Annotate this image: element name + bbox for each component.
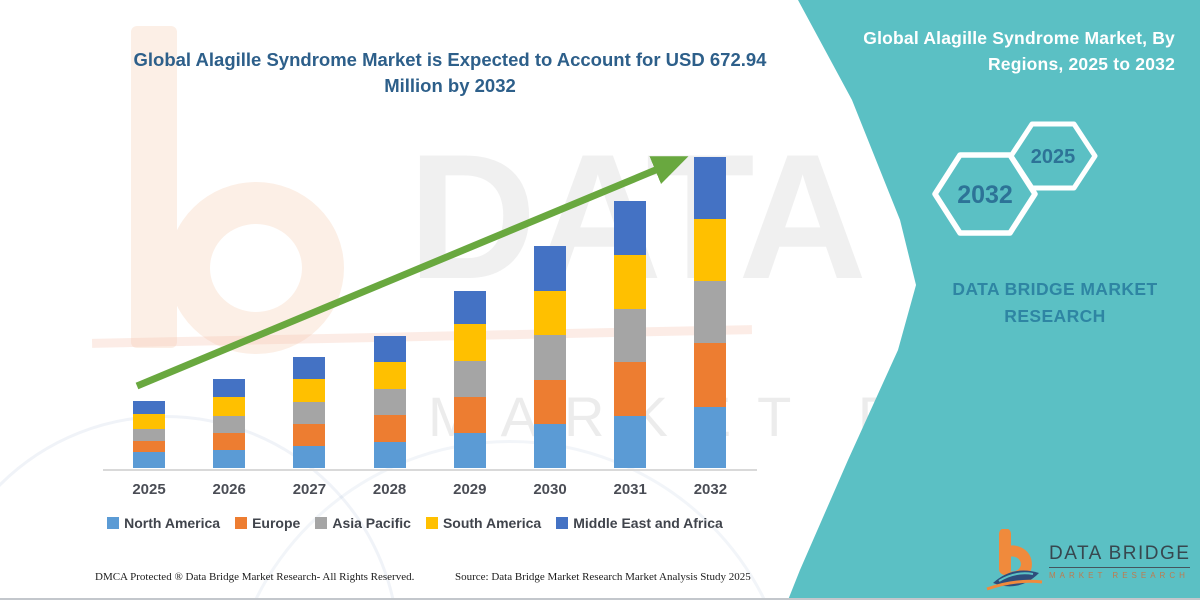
hexagon-year-left: 2032 (957, 181, 1013, 209)
bar-segment (133, 440, 165, 453)
bar-segment (614, 200, 647, 255)
bar-segment (614, 416, 647, 468)
bar-segment (293, 357, 326, 380)
legend-color-swatch (107, 517, 120, 529)
watermark-b-logo-bowl (168, 182, 344, 354)
bar-segment (614, 308, 647, 363)
bar-segment (293, 445, 326, 468)
logo-subtitle: MARKET RESEARCH (1049, 570, 1189, 580)
legend-item: Middle East and Africa (556, 515, 723, 531)
legend-item: North America (107, 515, 220, 531)
bar-segment (614, 254, 647, 309)
bar-segment (133, 452, 165, 468)
chart-legend: North America Europe Asia Pacific South Ame… (70, 515, 760, 531)
bar-segment (213, 433, 246, 450)
bar-segment (373, 441, 406, 468)
logo-title: DATA BRIDGE (1049, 543, 1191, 568)
hexagon-2032 (932, 152, 1038, 236)
legend-color-swatch (315, 517, 328, 529)
bar-segment (213, 397, 246, 417)
panel-brand-line1: DATA BRIDGE MARKET (952, 279, 1158, 299)
databridge-logo: DATA BRIDGE MARKET RESEARCH (985, 527, 1195, 595)
bar-segment (453, 323, 486, 361)
legend-label: North America (124, 515, 221, 531)
databridge-logo-wordmark: DATA BRIDGE MARKET RESEARCH (1049, 543, 1191, 580)
bar-segment (293, 379, 326, 402)
watermark-streak (91, 325, 753, 348)
bar-segment (453, 290, 486, 324)
databridge-logo-icon (986, 529, 1043, 591)
legend-color-swatch (556, 517, 569, 529)
bar-segment (614, 362, 647, 417)
bar-segment (694, 157, 727, 219)
chart-title: Global Alagille Syndrome Market is Expec… (133, 49, 767, 96)
bar-segment (133, 429, 165, 441)
x-axis-label: 2029 (453, 481, 487, 498)
x-axis-line (103, 469, 757, 471)
bar-segment (534, 246, 566, 291)
x-axis-label: 2030 (533, 481, 567, 498)
bar-segment (453, 396, 486, 434)
legend-item: South America (425, 515, 542, 531)
bar-segment (694, 281, 727, 344)
bar-segment (534, 291, 566, 336)
legend-label: South America (442, 515, 542, 531)
bar-segment (213, 378, 246, 398)
dmca-notice: DMCA Protected ® Data Bridge Market Rese… (95, 571, 415, 583)
panel-brand-text: DATA BRIDGE MARKET RESEARCH (928, 276, 1182, 330)
legend-color-swatch (235, 517, 248, 529)
bar-segment (694, 343, 727, 408)
x-axis-label: 2026 (212, 481, 246, 498)
bar-segment (534, 335, 566, 380)
bar-segment (453, 360, 486, 397)
x-axis-label: 2025 (132, 481, 166, 498)
legend-item: Asia Pacific (315, 515, 411, 531)
hexagon-year-badges: 2025 2032 (932, 121, 1098, 236)
bar-segment (373, 362, 406, 389)
legend-color-swatch (425, 517, 438, 529)
bar-segment (373, 335, 406, 363)
x-axis-label: 2027 (292, 481, 327, 498)
bar-segment (694, 218, 727, 282)
x-axis-label: 2031 (613, 481, 647, 498)
panel-brand-line2: RESEARCH (1004, 306, 1106, 327)
bar-segment (133, 401, 165, 415)
bar-segment (293, 401, 326, 425)
bar-segment (373, 415, 406, 442)
bar-segment (373, 389, 406, 416)
legend-item: Europe (235, 515, 300, 531)
bar-segment (213, 416, 246, 434)
bar-segment (534, 379, 566, 425)
x-axis-label: 2028 (372, 481, 407, 498)
bar-segment (133, 414, 165, 430)
hexagon-year-right: 2025 (1031, 146, 1076, 168)
bar-segment (694, 407, 727, 468)
bar-segment (534, 424, 566, 468)
x-axis-label: 2032 (693, 481, 728, 498)
legend-label: Asia Pacific (332, 515, 411, 531)
panel-heading: Global Alagille Syndrome Market, By Regi… (863, 28, 1175, 75)
source-note: Source: Data Bridge Market Research Mark… (455, 571, 751, 583)
side-panel: Global Alagille Syndrome Market, By Regi… (788, 0, 1200, 598)
bar-segment (293, 424, 326, 446)
bar-segment (213, 449, 246, 468)
bar-segment (453, 433, 486, 468)
legend-label: Europe (252, 515, 301, 531)
legend-label: Middle East and Africa (573, 515, 723, 531)
